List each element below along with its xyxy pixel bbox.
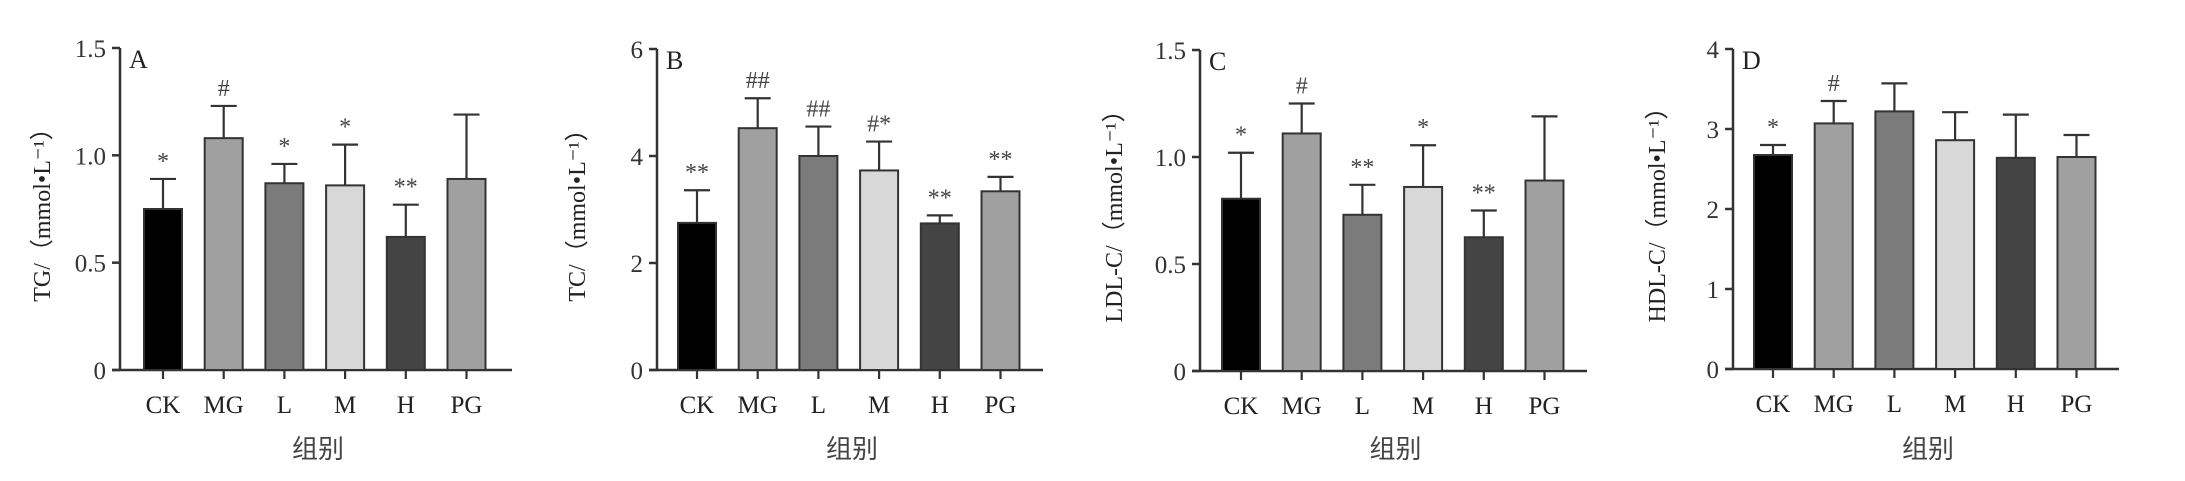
significance-mark: # xyxy=(1296,74,1308,100)
y-tick-label: 0.5 xyxy=(75,251,106,278)
x-tick-label: CK xyxy=(146,392,181,419)
panel-label: C xyxy=(1209,47,1226,76)
significance-mark: ** xyxy=(1472,181,1496,207)
x-tick-label: H xyxy=(2007,391,2025,418)
bar-ck xyxy=(143,208,183,371)
significance-mark: ** xyxy=(989,147,1013,173)
significance-mark: ## xyxy=(806,97,830,123)
y-tick-label: 2 xyxy=(1707,197,1720,224)
panel-label: B xyxy=(666,46,683,75)
x-tick-label: MG xyxy=(738,392,778,419)
significance-mark: ## xyxy=(746,68,770,94)
y-tick-label: 1 xyxy=(1707,277,1720,304)
significance-mark: ** xyxy=(394,175,418,201)
bar-pg xyxy=(1524,179,1565,372)
x-tick-label: PG xyxy=(1529,393,1561,420)
x-tick-label: M xyxy=(1944,391,1966,418)
x-tick-label: CK xyxy=(1224,393,1259,420)
bar-ck xyxy=(677,221,717,371)
y-tick-label: 0 xyxy=(631,358,644,385)
x-tick-label: PG xyxy=(451,392,483,419)
bar-mg xyxy=(203,137,244,371)
bar-l xyxy=(798,155,839,371)
x-tick-label: L xyxy=(1887,391,1902,418)
y-axis-label: TC/（mmol•L⁻¹） xyxy=(565,117,591,301)
bar-pg xyxy=(446,177,487,371)
x-tick-label: L xyxy=(277,392,292,419)
y-tick-label: 0 xyxy=(1707,357,1720,384)
x-axis-label: 组别 xyxy=(1369,435,1421,464)
bar-l xyxy=(1342,213,1383,372)
x-axis-label: 组别 xyxy=(826,435,878,464)
significance-mark: #* xyxy=(867,112,891,138)
x-tick-label: H xyxy=(1475,393,1493,420)
y-axis-label: TG/（mmol•L⁻¹） xyxy=(30,116,56,302)
y-tick-label: 6 xyxy=(631,37,644,64)
x-tick-label: M xyxy=(868,392,890,419)
significance-mark: * xyxy=(157,149,169,175)
bar-mg xyxy=(1281,132,1322,372)
y-tick-label: 1.0 xyxy=(1155,145,1186,172)
x-axis-label: 组别 xyxy=(292,435,344,464)
y-tick-label: 0 xyxy=(1174,359,1187,386)
x-tick-label: M xyxy=(334,392,356,419)
x-axis-label: 组别 xyxy=(1902,435,1954,464)
bar-m xyxy=(325,184,366,371)
y-tick-label: 1.0 xyxy=(75,143,106,170)
bar-mg xyxy=(737,127,778,371)
significance-mark: * xyxy=(339,115,351,141)
bar-h xyxy=(1463,236,1504,372)
bar-l xyxy=(1874,110,1915,371)
significance-mark: * xyxy=(278,134,290,160)
x-tick-label: CK xyxy=(1756,391,1791,418)
x-tick-label: H xyxy=(931,392,949,419)
significance-mark: * xyxy=(1767,115,1779,141)
y-axis-label: LDL-C/（mmol•L⁻¹） xyxy=(1102,98,1128,322)
y-tick-label: 4 xyxy=(631,144,644,171)
x-tick-label: MG xyxy=(204,392,244,419)
bar-m xyxy=(859,169,900,371)
x-tick-label: L xyxy=(1355,393,1370,420)
y-tick-label: 4 xyxy=(1707,37,1720,64)
bar-ck xyxy=(1753,154,1793,370)
significance-mark: # xyxy=(1828,71,1840,97)
bar-m xyxy=(1935,139,1976,370)
x-tick-label: PG xyxy=(2061,391,2093,418)
y-tick-label: 1.5 xyxy=(75,36,106,63)
y-tick-label: 1.5 xyxy=(1155,38,1186,65)
bar-h xyxy=(919,222,960,371)
y-tick-label: 0.5 xyxy=(1155,252,1186,279)
significance-mark: * xyxy=(1417,115,1429,141)
bar-h xyxy=(385,235,426,371)
x-tick-label: CK xyxy=(680,392,715,419)
bar-m xyxy=(1403,185,1444,372)
bar-pg xyxy=(980,190,1021,371)
x-tick-label: PG xyxy=(985,392,1017,419)
bar-mg xyxy=(1813,122,1854,371)
significance-mark: # xyxy=(218,76,230,102)
x-tick-label: L xyxy=(811,392,826,419)
y-tick-label: 0 xyxy=(94,358,107,385)
bar-ck xyxy=(1221,197,1261,372)
y-tick-label: 2 xyxy=(631,251,644,278)
panel-label: A xyxy=(129,45,148,74)
bar-pg xyxy=(2056,156,2097,370)
y-axis-label: HDL-C/（mmol•L⁻¹） xyxy=(1645,96,1671,323)
x-tick-label: MG xyxy=(1282,393,1322,420)
bar-h xyxy=(1995,156,2036,370)
y-tick-label: 3 xyxy=(1707,117,1720,144)
panel-label: D xyxy=(1742,46,1761,75)
x-tick-label: M xyxy=(1412,393,1434,420)
significance-mark: ** xyxy=(928,185,952,211)
significance-mark: ** xyxy=(1350,155,1374,181)
x-tick-label: MG xyxy=(1814,391,1854,418)
significance-mark: * xyxy=(1235,123,1247,149)
x-tick-label: H xyxy=(397,392,415,419)
significance-mark: ** xyxy=(685,160,709,186)
bar-l xyxy=(264,182,305,371)
